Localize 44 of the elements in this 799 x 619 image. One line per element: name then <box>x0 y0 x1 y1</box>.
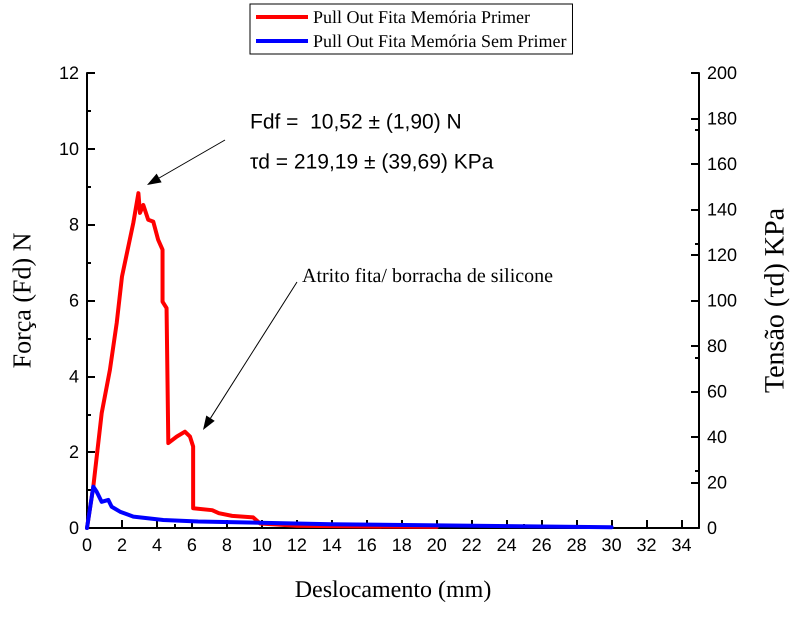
y2-tick-label: 80 <box>707 336 728 356</box>
x-tick-label: 8 <box>222 535 232 555</box>
y2-axis-title: Tensão (τd) KPa <box>760 207 790 394</box>
y2-tick-label: 0 <box>707 518 718 538</box>
x-tick-label: 24 <box>496 535 517 555</box>
x-tick-label: 20 <box>426 535 447 555</box>
y2-tick-label: 160 <box>707 154 738 174</box>
y-tick-label: 12 <box>58 63 79 83</box>
x-tick-label: 2 <box>116 535 127 555</box>
y2-tick-label: 20 <box>707 472 728 492</box>
x-tick-label: 34 <box>672 535 692 555</box>
y2-tick-label: 200 <box>707 63 738 83</box>
x-tick-label: 28 <box>566 535 587 555</box>
x-tick-label: 18 <box>392 535 412 555</box>
y2-tick-label: 140 <box>707 200 738 220</box>
x-tick-label: 16 <box>356 535 377 555</box>
x-tick-label: 6 <box>186 535 197 555</box>
y2-tick-label: 40 <box>707 427 728 447</box>
y2-tick-label: 180 <box>707 108 738 128</box>
annotation: Fdf = 10,52 ± (1,90) N τd = 219,19 ± (39,69) KPa <box>250 110 494 174</box>
y-tick-label: 8 <box>68 214 79 235</box>
x-tick-label: 4 <box>152 535 162 555</box>
line-series <box>85 484 614 530</box>
x-tick-label: 30 <box>602 535 622 555</box>
y-tick-label: 6 <box>68 290 79 310</box>
y2-tick-label: 120 <box>707 245 738 265</box>
x-tick-label: 32 <box>636 535 657 555</box>
x-tick-label: 12 <box>286 535 307 555</box>
y2-tick-label: 60 <box>707 382 728 402</box>
y-tick-label: 2 <box>68 442 79 462</box>
y-tick-label: 4 <box>68 366 79 386</box>
x-axis-title: Deslocamento (mm) <box>294 577 492 603</box>
x-tick-label: 26 <box>532 535 552 555</box>
x-tick-label: 0 <box>82 535 92 555</box>
legend-label: Pull Out Fita Memória Sem Primer <box>313 31 566 51</box>
legend-label: Pull Out Fita Memória Primer <box>313 7 530 27</box>
y-tick-label: 10 <box>58 138 79 159</box>
y2-tick-label: 100 <box>707 290 738 310</box>
x-tick-label: 14 <box>322 535 342 555</box>
y-axis-title: Força (Fd) N <box>8 232 36 368</box>
x-tick-label: 10 <box>252 535 272 555</box>
annotation: Atrito fita/ borracha de silicone <box>302 265 554 287</box>
x-tick-label: 22 <box>462 535 482 555</box>
y-tick-label: 0 <box>68 518 79 538</box>
